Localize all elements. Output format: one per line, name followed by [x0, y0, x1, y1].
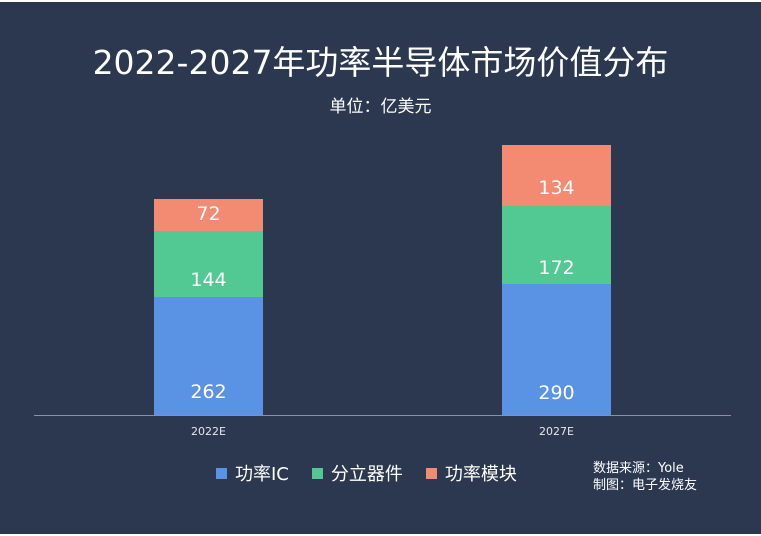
value-label: 290 — [538, 382, 575, 404]
legend-swatch-icon — [216, 467, 227, 479]
legend-label: 功率模块 — [444, 464, 517, 485]
segment-power-ic-2022e: 262 — [154, 297, 263, 416]
legend-swatch-icon — [425, 467, 437, 479]
legend-swatch-icon — [311, 467, 323, 479]
bar-2027e: 134 172 290 — [502, 145, 611, 416]
value-label: 262 — [190, 381, 227, 403]
segment-discrete-2022e: 144 — [154, 231, 263, 297]
bar-2022e: 72 144 262 — [154, 199, 263, 416]
chart-subtitle: 单位：亿美元 — [329, 97, 432, 117]
x-tick-2027e: 2027E — [539, 425, 574, 438]
legend-label: 分立器件 — [330, 464, 403, 485]
source-note: 数据来源：Yole 制图：电子发烧友 — [593, 460, 697, 494]
value-label: 144 — [190, 269, 227, 291]
value-label: 172 — [538, 257, 575, 279]
legend: 功率IC 分立器件 功率模块 — [216, 460, 540, 486]
value-label: 134 — [538, 177, 575, 199]
segment-discrete-2027e: 172 — [502, 206, 611, 284]
chart-maker: 制图：电子发烧友 — [593, 478, 698, 493]
legend-item-power-ic: 功率IC — [216, 460, 289, 486]
segment-module-2027e: 134 — [502, 145, 611, 206]
chart-title: 2022-2027年功率半导体市场价值分布 — [92, 43, 669, 82]
segment-power-ic-2027e: 290 — [502, 284, 611, 416]
value-label: 72 — [196, 203, 221, 225]
segment-module-2022e: 72 — [154, 199, 263, 231]
x-tick-2022e: 2022E — [191, 425, 226, 438]
x-axis-line — [34, 415, 731, 416]
legend-item-module: 功率模块 — [425, 460, 517, 486]
data-source: 数据来源：Yole — [593, 461, 684, 476]
legend-label: 功率IC — [235, 464, 289, 485]
legend-item-discrete: 分立器件 — [311, 460, 403, 486]
